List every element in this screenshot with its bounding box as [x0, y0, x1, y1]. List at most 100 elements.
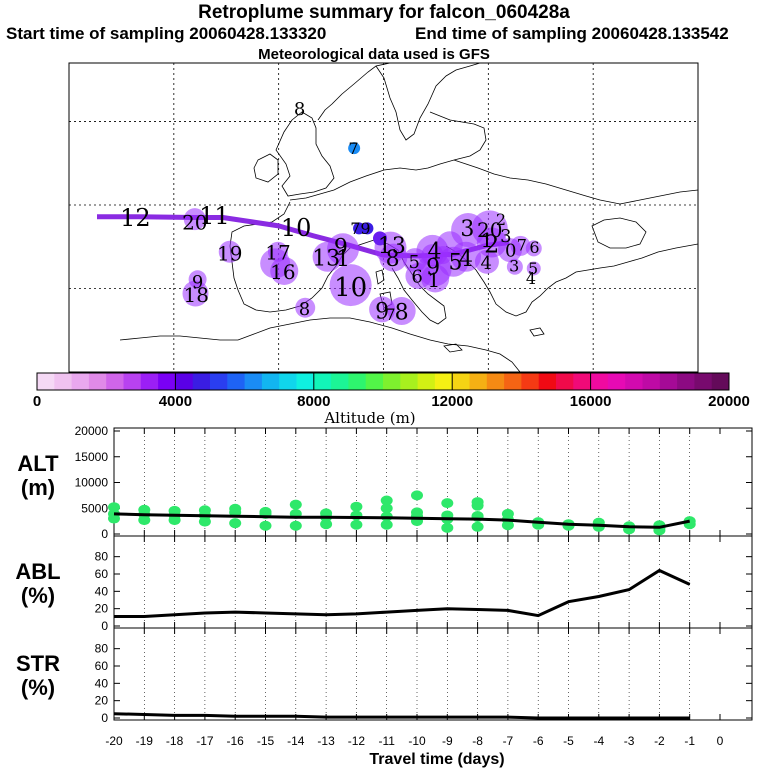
- colorbar-swatch: [37, 373, 55, 390]
- colorbar-swatch: [383, 373, 401, 390]
- alt-point: [380, 495, 393, 506]
- day-label: 4: [481, 253, 492, 274]
- x-axis-label: Travel time (days): [369, 751, 504, 768]
- colorbar-swatch: [261, 373, 280, 390]
- x-tick-label: -6: [533, 734, 544, 748]
- y-tick-label: 40: [95, 584, 109, 598]
- alt-point: [411, 490, 423, 501]
- colorbar-tick-label: 16000: [570, 393, 612, 410]
- y-tick-label: 5000: [81, 501, 108, 515]
- day-label: 9: [192, 272, 203, 293]
- plume-blob: [387, 297, 416, 326]
- colorbar-swatch: [590, 373, 609, 390]
- alt-point: [380, 503, 393, 514]
- alt-point: [108, 513, 120, 524]
- coast-africa: [237, 317, 521, 373]
- coast-europe: [289, 159, 699, 205]
- alt-point: [198, 505, 211, 516]
- panel-unit: (%): [21, 675, 55, 700]
- alt-point: [198, 516, 211, 527]
- coast-balkans: [445, 243, 699, 317]
- day-label: 1: [336, 247, 350, 272]
- map-grid: [69, 63, 698, 372]
- colorbar-swatch: [607, 373, 626, 390]
- x-tick-label: -8: [472, 734, 483, 748]
- colorbar-swatch: [625, 373, 643, 390]
- alt-point: [471, 497, 484, 508]
- colorbar-swatch: [434, 373, 453, 390]
- day-label: 5: [448, 250, 462, 275]
- day-label: 8: [294, 99, 305, 120]
- plume-blob-low: [373, 231, 388, 246]
- day-label: 13: [312, 246, 340, 271]
- plume-blob: [506, 258, 523, 275]
- day-label: 8: [395, 301, 409, 326]
- plume-blob: [329, 264, 372, 307]
- plume-blob: [510, 235, 531, 256]
- x-tick-label: -1: [684, 734, 695, 748]
- x-tick-label: -5: [563, 734, 574, 748]
- colorbar-swatch: [158, 373, 176, 390]
- alt-point: [471, 521, 484, 532]
- day-label: 8: [299, 299, 310, 320]
- coast-scandinavia: [317, 62, 487, 161]
- x-tick-label: -14: [287, 734, 305, 748]
- coast-ireland: [253, 153, 279, 183]
- colorbar-swatch: [659, 373, 678, 390]
- day-label: 20: [477, 218, 502, 242]
- y-tick-label: 0: [101, 619, 108, 633]
- colorbar-label: Altitude (m): [323, 409, 415, 427]
- day-label: 10: [334, 273, 367, 303]
- day-label: 4: [428, 240, 442, 265]
- end-time-label: End time of sampling 20060428.133542: [415, 24, 729, 43]
- colorbar-swatch: [123, 373, 142, 390]
- alt-point: [259, 520, 272, 531]
- colorbar-swatch: [71, 373, 90, 390]
- alt-point: [229, 503, 242, 514]
- y-tick-label: 10000: [75, 476, 109, 490]
- colorbar-swatch: [642, 373, 661, 390]
- panel-unit: (%): [21, 583, 55, 608]
- alt-point: [320, 519, 333, 530]
- coast-africa-west: [119, 335, 238, 341]
- chart-title: Retroplume summary for falcon_060428a: [198, 2, 570, 23]
- str-line: [113, 712, 690, 720]
- colorbar-swatch: [694, 373, 713, 390]
- x-tick-label: -9: [442, 734, 453, 748]
- day-label: 9: [426, 255, 440, 280]
- x-tick-label: -10: [408, 734, 426, 748]
- y-tick-label: 0: [101, 527, 108, 541]
- day-label: 4: [459, 247, 473, 272]
- day-label: 13: [378, 234, 406, 259]
- plume-blobs: [182, 142, 542, 326]
- alt-point: [108, 502, 120, 513]
- day-label: 0: [505, 240, 516, 261]
- day-label: 7: [385, 305, 395, 324]
- colorbar-swatch: [192, 373, 211, 390]
- colorbar-swatch: [140, 373, 159, 390]
- x-tick-label: -18: [166, 734, 184, 748]
- colorbar-swatch: [417, 373, 436, 390]
- coast-black-sea: [591, 217, 647, 249]
- x-tick-label: -20: [105, 734, 123, 748]
- alt-point: [501, 520, 514, 531]
- day-label: 12: [120, 204, 151, 232]
- coast-uk: [275, 111, 335, 197]
- day-label: 9: [334, 235, 348, 260]
- alt-point: [289, 499, 302, 510]
- x-tick-label: -4: [593, 734, 604, 748]
- plume-blob: [450, 241, 481, 272]
- alt-point: [350, 519, 363, 530]
- met-data-label: Meteorological data used is GFS: [258, 46, 490, 63]
- colorbar-swatch: [538, 373, 557, 390]
- day-label: 8: [386, 247, 400, 272]
- colorbar-tick-label: 4000: [159, 393, 192, 410]
- alt-point: [138, 504, 151, 515]
- panel-unit: (m): [21, 475, 55, 500]
- alt-point: [380, 519, 393, 530]
- x-tick-label: -19: [136, 734, 154, 748]
- x-tick-label: -15: [257, 734, 275, 748]
- plume-blob: [218, 240, 241, 263]
